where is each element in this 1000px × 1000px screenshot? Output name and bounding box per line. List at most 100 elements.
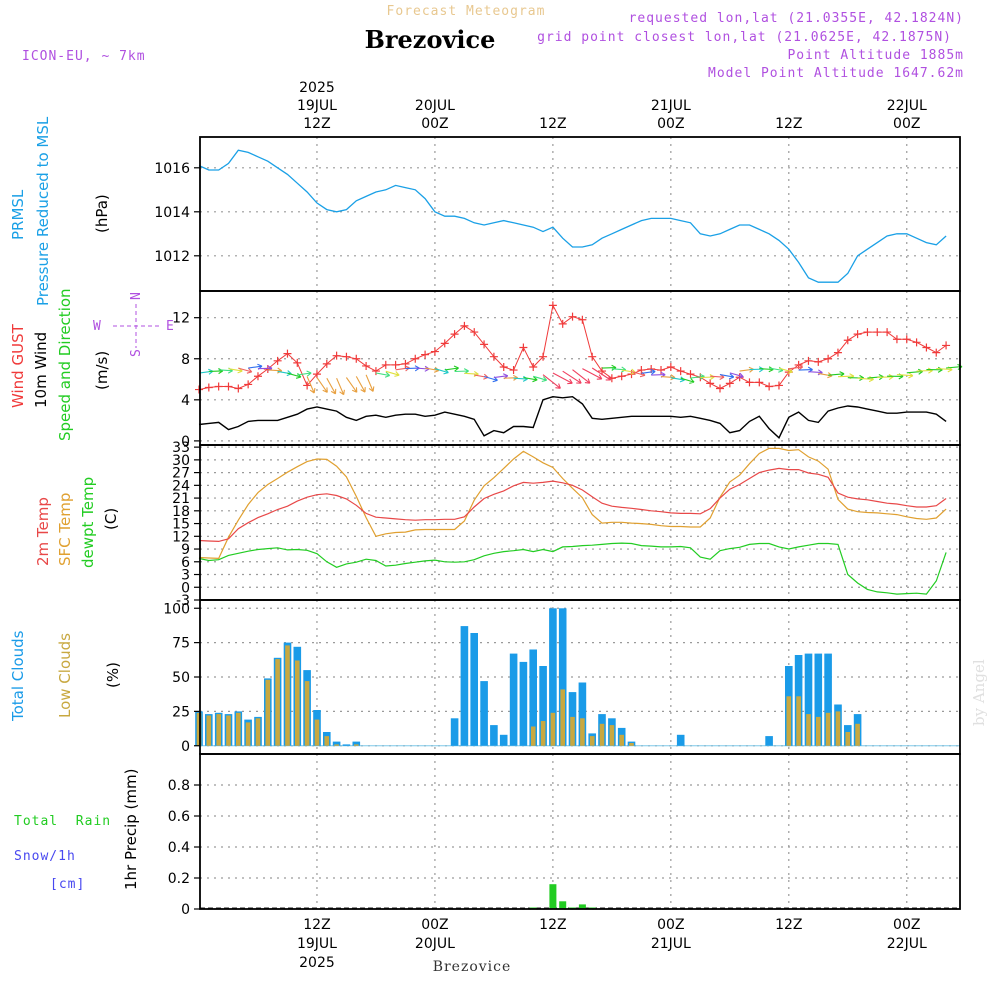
y-tick-label: 9 [181, 542, 190, 558]
low-cloud-bar [324, 736, 330, 746]
y-tick-label: 1012 [154, 249, 190, 265]
gust-marker [421, 350, 430, 359]
y-tick-label: 8 [181, 352, 190, 368]
temp-unit: (C) [102, 508, 120, 530]
y-tick-label: 33 [172, 440, 190, 456]
wind-direction-arrow [375, 371, 391, 378]
model-name: ICON-EU, ~ 7km [22, 49, 146, 64]
gust-marker [922, 343, 931, 352]
rain-bar [578, 904, 586, 909]
gust-marker [332, 351, 341, 360]
footer-location: Brezovice [433, 959, 512, 975]
low-cloud-bar [629, 743, 634, 746]
gust-marker [588, 352, 597, 361]
gust-marker [617, 372, 626, 381]
total-cloud-bar [765, 736, 773, 746]
bottom-time-label: 12Z [303, 917, 330, 933]
wind-direction-arrow [277, 370, 292, 377]
wind-direction-arrow [591, 367, 612, 381]
low-cloud-bar [275, 659, 280, 746]
wind-label-dir: Speed and Direction [56, 288, 74, 441]
wind-10m-line [198, 395, 947, 439]
gust-marker [607, 374, 616, 383]
low-cloud-bar [265, 679, 271, 746]
gust-marker [804, 356, 813, 365]
cloud-label-total: Total Clouds [9, 630, 27, 722]
wind-direction-arrow [444, 365, 459, 372]
wind-direction-arrow [729, 372, 744, 379]
requested-coords: requested lon,lat (21.0355E, 42.1824N) [629, 11, 964, 26]
total-cloud-bar [578, 682, 587, 746]
gust-marker [676, 367, 685, 376]
low-cloud-bar [255, 718, 261, 746]
gust-marker [342, 352, 351, 361]
low-cloud-bar [786, 696, 792, 746]
low-cloud-bar [226, 715, 231, 746]
wind-direction-arrow [326, 377, 337, 395]
gust-marker [224, 382, 233, 391]
precip-label-rain: Total Rain [14, 814, 111, 829]
total-cloud-bar [499, 734, 508, 746]
precip-label-snow: Snow/1h [14, 849, 76, 864]
low-cloud-bar [530, 726, 536, 746]
low-cloud-bar [796, 696, 801, 746]
bottom-time-label: 2025 [299, 955, 335, 971]
gust-marker [539, 352, 548, 361]
gust-marker [883, 328, 892, 337]
total-cloud-bar [342, 744, 351, 746]
total-cloud-bar [539, 666, 547, 746]
temp-label-dewpt: dewpt Temp [79, 477, 97, 568]
point-altitude: Point Altitude 1885m [787, 48, 964, 63]
y-tick-label: 0 [181, 739, 190, 755]
gust-marker [902, 335, 911, 344]
low-cloud-bar [314, 719, 320, 746]
low-cloud-bar [334, 744, 339, 746]
top-time-label: 20JUL [415, 98, 455, 114]
bottom-time-label: 12Z [775, 917, 802, 933]
low-cloud-bar [599, 723, 605, 746]
wind-direction-arrow [916, 367, 933, 374]
low-cloud-bar [855, 723, 860, 746]
gust-marker [460, 321, 469, 330]
y-tick-label: 18 [172, 504, 190, 520]
gust-marker [637, 366, 646, 375]
y-tick-label: 21 [172, 491, 190, 507]
total-cloud-bar [352, 741, 361, 746]
wind-direction-arrow [238, 367, 253, 374]
y-tick-label: 27 [172, 466, 190, 482]
y-tick-label: 15 [172, 517, 190, 533]
low-cloud-bar [540, 721, 546, 746]
gust-marker [873, 328, 882, 337]
wind-direction-arrow [680, 377, 695, 384]
wind-direction-arrow [306, 376, 316, 394]
panel-frame [199, 444, 961, 601]
pressure-labels: PRMSL Pressure Reduced to MSL (hPa) [9, 116, 111, 306]
low-cloud-bar [550, 712, 556, 746]
dewpt-temp-line [198, 542, 947, 595]
low-cloud-bar [835, 711, 841, 746]
top-time-label: 21JUL [651, 98, 691, 114]
wind-direction-arrow [582, 368, 603, 380]
y-tick-label: 0 [181, 902, 190, 918]
wind-direction-arrow [287, 372, 302, 379]
model-altitude: Model Point Altitude 1647.62m [708, 66, 964, 81]
gust-marker [253, 372, 262, 381]
gust-marker [725, 379, 734, 388]
wind-direction-arrow [572, 369, 591, 384]
gust-marker [480, 340, 489, 349]
gust-marker [863, 328, 872, 337]
top-time-label: 00Z [893, 116, 920, 132]
gust-marker [578, 315, 587, 324]
wind-direction-arrow [533, 375, 548, 383]
location-title: Brezovice [365, 25, 496, 54]
wind-direction-arrow [896, 372, 914, 379]
wind-direction-arrow [788, 364, 804, 371]
y-tick-label: 50 [172, 670, 190, 686]
y-tick-label: 0.6 [168, 809, 190, 825]
gust-marker [853, 330, 862, 339]
wind-direction-arrow [345, 377, 358, 393]
low-cloud-bar [619, 734, 624, 746]
y-tick-label: 30 [172, 453, 190, 469]
gust-marker [568, 312, 577, 321]
precip-axis-label: 1hr Precip (mm) [122, 769, 140, 890]
